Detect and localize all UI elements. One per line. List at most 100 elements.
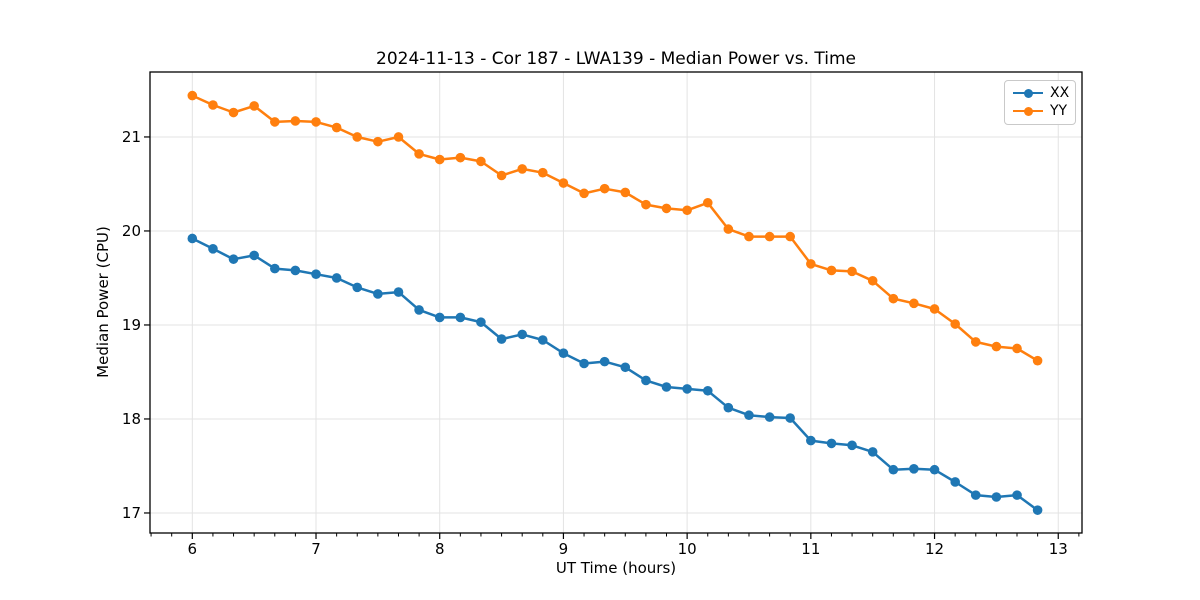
series-yy-marker xyxy=(414,149,424,159)
series-yy-marker xyxy=(888,293,899,304)
x-tick-label: 8 xyxy=(435,540,445,558)
series-yy-marker xyxy=(579,188,589,199)
x-axis-label: UT Time (hours) xyxy=(555,559,677,577)
series-xx-marker xyxy=(393,287,404,297)
series-xx-marker xyxy=(909,463,919,474)
x-tick-label: 7 xyxy=(311,540,321,558)
y-tick-label: 20 xyxy=(122,222,141,240)
series-xx-marker xyxy=(785,413,795,423)
series-yy-marker xyxy=(806,259,816,269)
series-yy-marker xyxy=(352,132,363,142)
series-xx-marker xyxy=(826,438,837,449)
series-xx-marker xyxy=(599,356,610,367)
series-xx-marker xyxy=(847,440,857,451)
series-xx-marker xyxy=(744,410,754,421)
series-yy-marker xyxy=(682,205,692,216)
series-xx-marker xyxy=(496,334,507,344)
legend-marker-yy xyxy=(1023,106,1033,116)
legend-label-xx: XX xyxy=(1050,85,1070,101)
series-yy-marker xyxy=(723,224,734,234)
series-xx-marker xyxy=(537,335,548,345)
series-yy-marker xyxy=(1032,355,1043,366)
x-tick-label: 11 xyxy=(801,540,820,558)
x-tick-label: 13 xyxy=(1049,540,1068,558)
series-yy-marker xyxy=(599,183,610,194)
series-xx-marker xyxy=(929,464,940,475)
series-yy-marker xyxy=(558,178,569,188)
series-yy-marker xyxy=(496,170,507,181)
series-yy-marker xyxy=(270,117,280,127)
series-yy-marker xyxy=(764,231,775,242)
series-xx-marker xyxy=(641,375,651,386)
series-xx-marker xyxy=(806,435,816,446)
series-xx-marker xyxy=(1012,490,1022,500)
series-yy-marker xyxy=(249,101,259,111)
series-yy-marker xyxy=(641,199,651,210)
y-tick-label: 18 xyxy=(122,410,141,428)
series-xx-marker xyxy=(414,305,424,315)
series-yy-marker xyxy=(785,231,795,242)
series-yy-marker xyxy=(909,298,919,309)
series-yy-line xyxy=(191,94,1039,362)
series-yy-marker xyxy=(393,132,404,142)
series-xx-marker xyxy=(373,289,383,299)
series-xx-marker xyxy=(723,402,734,413)
series-yy-marker xyxy=(661,203,672,214)
series-xx-marker xyxy=(311,269,321,280)
series-xx-marker xyxy=(331,273,342,283)
series-xx-marker xyxy=(579,358,589,369)
series-xx-marker xyxy=(517,329,528,340)
series-yy-marker xyxy=(290,116,301,126)
y-axis-label: Median Power (CPU) xyxy=(94,226,112,378)
legend-marker-xx xyxy=(1023,88,1033,98)
series-yy-marker xyxy=(331,122,342,133)
series-yy-marker xyxy=(826,265,837,276)
legend-item-xx: XX xyxy=(1005,84,1075,102)
plot-border xyxy=(149,71,1083,534)
series-xx-marker xyxy=(352,282,363,293)
series-xx-marker xyxy=(1032,505,1043,515)
series-yy-marker xyxy=(476,156,486,167)
series-xx-marker xyxy=(187,233,198,244)
chart-title: 2024-11-13 - Cor 187 - LWA139 - Median P… xyxy=(376,49,856,69)
y-tick-label: 19 xyxy=(122,316,141,334)
series-xx-marker xyxy=(702,385,713,396)
legend-line-sample-yy xyxy=(1013,106,1043,116)
series-xx-marker xyxy=(434,312,445,323)
series-yy-marker xyxy=(537,167,548,178)
series-xx-marker xyxy=(888,464,899,475)
series-yy-marker xyxy=(228,107,239,118)
series-yy-marker xyxy=(208,100,218,110)
series-xx-marker xyxy=(558,348,569,358)
x-tick-label: 6 xyxy=(188,540,198,558)
series-yy-marker xyxy=(702,197,713,208)
series-yy-marker xyxy=(991,341,1002,352)
x-tick-label: 10 xyxy=(678,540,697,558)
series-yy-marker xyxy=(867,275,878,286)
series-xx-marker xyxy=(682,384,692,394)
series-yy-marker xyxy=(1012,343,1022,354)
series-xx-marker xyxy=(208,244,218,254)
x-tick-label: 12 xyxy=(925,540,944,558)
series-yy-marker xyxy=(455,152,466,163)
series-yy-marker xyxy=(434,154,445,165)
series-yy-marker xyxy=(744,231,754,242)
series-yy-marker xyxy=(950,319,961,329)
series-yy-marker xyxy=(517,164,528,174)
series-xx-marker xyxy=(270,263,280,274)
series-xx-marker xyxy=(620,362,631,373)
x-tick-label: 9 xyxy=(559,540,569,558)
series-yy-marker xyxy=(970,337,981,347)
y-tick-label: 21 xyxy=(122,128,141,146)
series-xx-marker xyxy=(455,312,466,323)
legend: XX YY xyxy=(1004,80,1076,125)
series-yy-marker xyxy=(929,304,940,314)
series-xx-marker xyxy=(867,447,878,457)
y-tick-label: 17 xyxy=(122,504,141,522)
series-xx-marker xyxy=(228,254,239,264)
series-yy-marker xyxy=(187,90,198,101)
series-yy-marker xyxy=(373,136,383,147)
legend-line-sample-xx xyxy=(1013,88,1043,98)
